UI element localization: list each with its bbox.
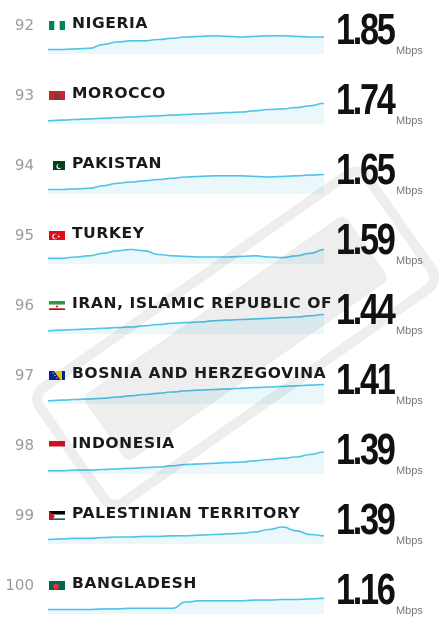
rank-label: 96	[0, 296, 34, 314]
sparkline	[48, 518, 324, 544]
sparkline-area	[48, 103, 324, 124]
table-row: 94 PAKISTAN 1.65 Mbps	[0, 140, 441, 210]
speed-unit: Mbps	[396, 45, 423, 57]
speed-value: 1.44	[336, 288, 393, 332]
speed-value: 1.41	[336, 358, 393, 402]
speed-value: 1.74	[336, 78, 393, 122]
speed-unit: Mbps	[396, 395, 423, 407]
speed-value: 1.85	[336, 8, 393, 52]
rank-label: 100	[0, 576, 34, 594]
rank-label: 93	[0, 86, 34, 104]
sparkline	[48, 378, 324, 404]
sparkline	[48, 448, 324, 474]
sparkline-area	[48, 385, 324, 405]
speed-unit: Mbps	[396, 465, 423, 477]
table-row: 92 NIGERIA 1.85 Mbps	[0, 0, 441, 70]
sparkline	[48, 168, 324, 194]
table-row: 97 BOSNIA AND HERZEGOVINA 1.41 Mbps	[0, 350, 441, 420]
speed-unit: Mbps	[396, 605, 423, 617]
table-row: 98 INDONESIA 1.39 Mbps	[0, 420, 441, 490]
rank-label: 92	[0, 16, 34, 34]
rank-label: 94	[0, 156, 34, 174]
sparkline-area	[48, 598, 324, 614]
table-row: 93 MOROCCO 1.74 Mbps	[0, 70, 441, 140]
sparkline	[48, 588, 324, 614]
table-row: 100 BANGLADESH 1.16 Mbps	[0, 560, 441, 630]
speed-value: 1.39	[336, 498, 393, 542]
speed-unit: Mbps	[396, 255, 423, 267]
sparkline-area	[48, 36, 324, 54]
table-row: 95 TURKEY 1.59 Mbps	[0, 210, 441, 280]
sparkline	[48, 28, 324, 54]
rank-label: 95	[0, 226, 34, 244]
table-row: 96 IRAN, ISLAMIC REPUBLIC OF 1.44 Mbps	[0, 280, 441, 350]
speed-unit: Mbps	[396, 185, 423, 197]
speed-value: 1.39	[336, 428, 393, 472]
table-row: 99 PALESTINIAN TERRITORY 1.39 Mbps	[0, 490, 441, 560]
speed-value: 1.59	[336, 218, 393, 262]
rank-label: 97	[0, 366, 34, 384]
sparkline	[48, 98, 324, 124]
sparkline	[48, 308, 324, 334]
speed-unit: Mbps	[396, 535, 423, 547]
speed-unit: Mbps	[396, 115, 423, 127]
rank-label: 98	[0, 436, 34, 454]
sparkline	[48, 238, 324, 264]
rank-label: 99	[0, 506, 34, 524]
speed-unit: Mbps	[396, 325, 423, 337]
speed-value: 1.16	[336, 568, 393, 612]
speed-value: 1.65	[336, 148, 393, 192]
